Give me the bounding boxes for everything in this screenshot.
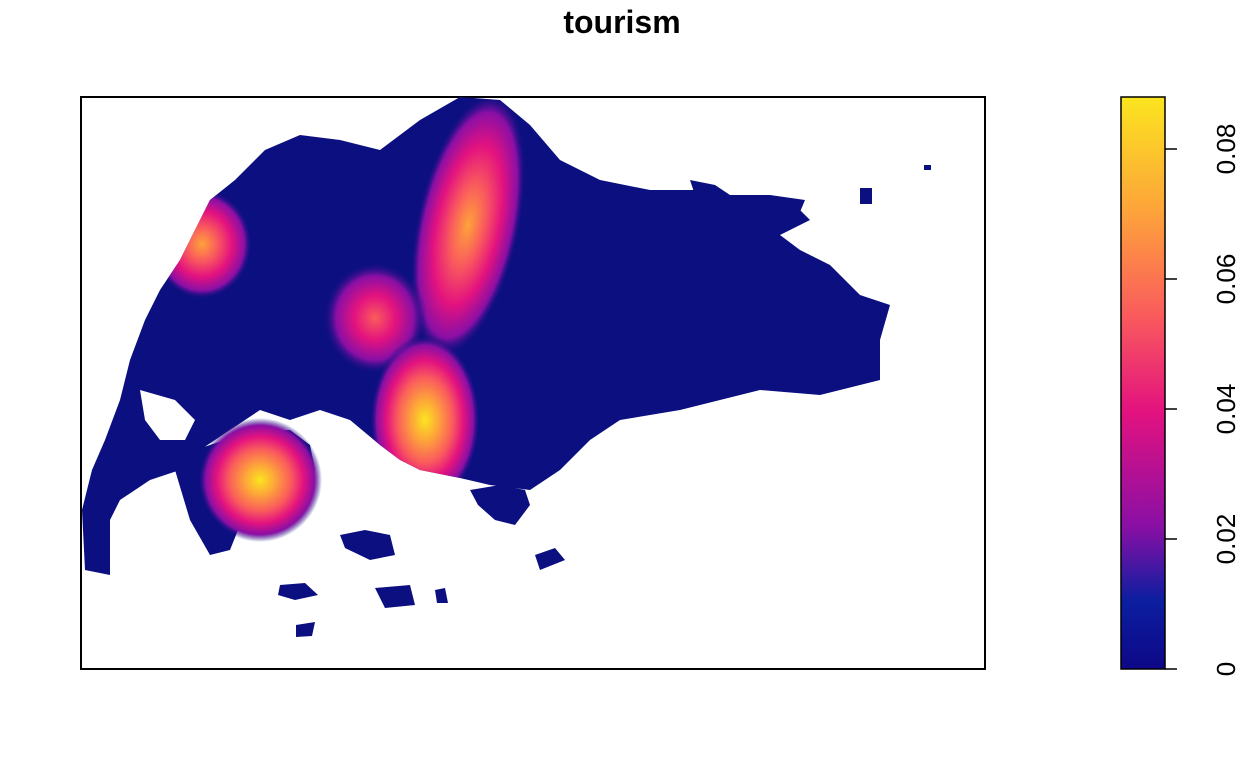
small-island-ne: [860, 188, 872, 204]
density-layer: [152, 97, 527, 505]
legend-colorbar: [1120, 96, 1166, 670]
legend-tick-label: 0.08: [1211, 124, 1241, 175]
chart-title: tourism: [563, 4, 680, 40]
legend-tick-label: 0.06: [1211, 254, 1241, 305]
hotspot-north-central: [409, 97, 527, 358]
western-channel: [140, 390, 195, 440]
legend-ticks: 0 0.02 0.04 0.06 0.08: [1165, 124, 1241, 676]
north-east-island: [690, 180, 805, 225]
legend-tick-label: 0.02: [1211, 514, 1241, 565]
legend-tick-label: 0.04: [1211, 384, 1241, 435]
main-island: [82, 97, 890, 575]
legend-tick-label: 0: [1211, 662, 1241, 676]
legend: 0 0.02 0.04 0.06 0.08: [1120, 96, 1241, 676]
hotspot-south-west: [198, 418, 322, 542]
small-island-far-ne: [924, 165, 931, 170]
